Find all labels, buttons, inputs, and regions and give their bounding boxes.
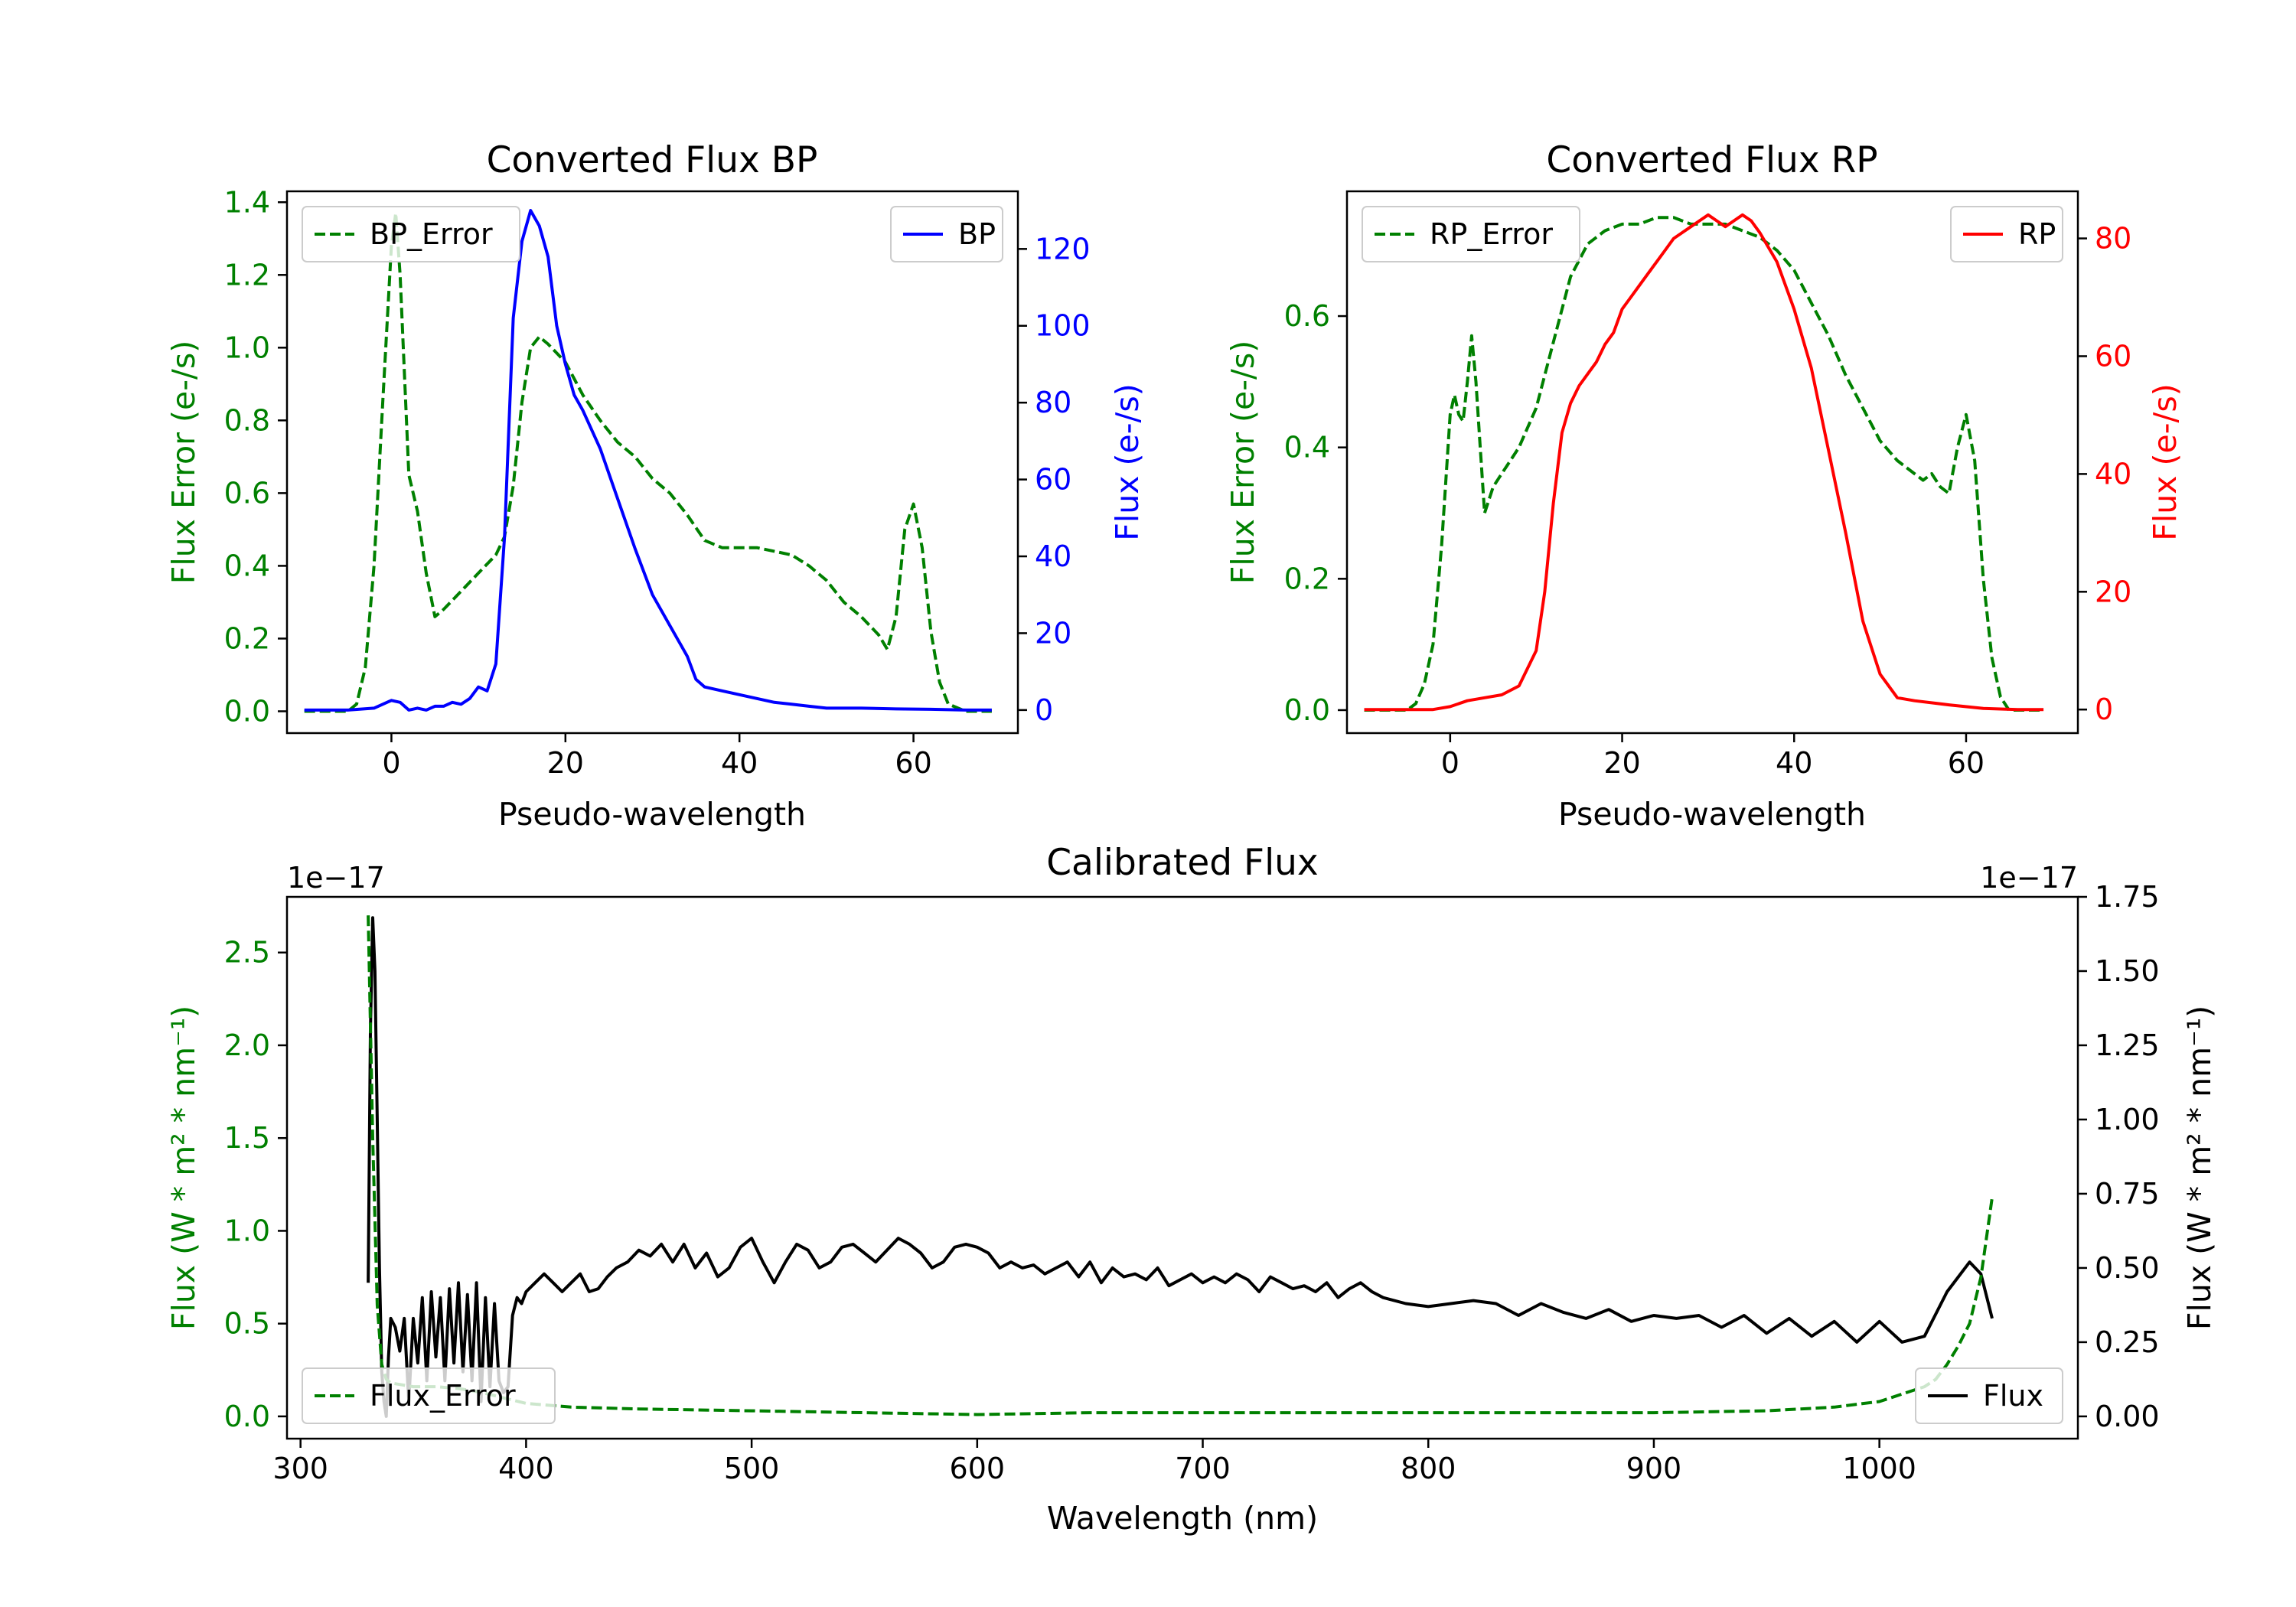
cal-right-y-tick-label: 0.75: [2095, 1177, 2160, 1211]
rp-left-y-tick-label: 0.4: [1284, 431, 1330, 464]
legend-box: [1915, 1367, 2063, 1424]
rp-right-y-tick-label: 80: [2095, 222, 2131, 256]
cal-x-tick-label: 600: [950, 1452, 1006, 1485]
cal-right-y-tick-label: 0.25: [2095, 1325, 2160, 1359]
legend-label: Flux: [1983, 1379, 2043, 1413]
rp-right-y-tick-label: 20: [2095, 575, 2131, 608]
bp-right-y-tick-label: 120: [1035, 232, 1091, 266]
rp-x-tick-label: 20: [1603, 746, 1640, 780]
bp-right-y-tick-label: 20: [1035, 616, 1071, 650]
bp-legend-bp: BP: [890, 206, 1003, 262]
rp-axes-frame: [1345, 190, 2079, 735]
cal-right-y-tick-label: 1.25: [2095, 1028, 2160, 1062]
legend-box: [302, 1367, 556, 1424]
bp-left-y-tick-label: 0.0: [224, 694, 270, 728]
bp-right-y-tick-label: 60: [1035, 463, 1071, 497]
cal-left-y-tick-label: 0.0: [224, 1400, 270, 1433]
rp-x-axis-label: Pseudo-wavelength: [1558, 796, 1866, 833]
bp-series-bp-error: [304, 211, 992, 713]
cal-x-tick-label: 500: [724, 1452, 780, 1485]
cal-x-tick-label: 300: [272, 1452, 328, 1485]
cal-x-tick-label: 900: [1626, 1452, 1682, 1485]
bp-left-y-tick-label: 0.2: [224, 621, 270, 655]
legend-box: [1950, 206, 2063, 262]
cal-left-y-tick-label: 0.5: [224, 1307, 270, 1341]
rp-left-y-tick-label: 0.2: [1284, 562, 1330, 595]
rp-legend-rp: RP: [1950, 206, 2063, 262]
calibrated-axes-frame: [285, 895, 2079, 1440]
rp-left-y-tick-label: 0.6: [1284, 299, 1330, 333]
bp-x-tick-label: 20: [547, 746, 584, 780]
cal-x-tick-label: 400: [498, 1452, 554, 1485]
rp-series-rp: [1364, 213, 2044, 712]
legend-box: [890, 206, 1003, 262]
bp-axes-frame: [285, 190, 1019, 735]
bp-left-y-tick-label: 1.4: [224, 185, 270, 219]
cal-legend-flux-error: Flux_Error: [302, 1367, 556, 1424]
cal-right-y-tick-label: 0.50: [2095, 1251, 2160, 1285]
calibrated-left-axis-label: Flux (W * m² * nm⁻¹): [165, 1006, 202, 1330]
bp-x-tick-label: 40: [721, 746, 758, 780]
rp-left-axis-label: Flux Error (e-/s): [1225, 341, 1261, 584]
bp-left-y-tick-label: 0.8: [224, 403, 270, 437]
calibrated-x-axis-label: Wavelength (nm): [1047, 1500, 1318, 1537]
calibrated-right-offset-label: 1e−17: [1980, 861, 2078, 895]
cal-right-y-tick-label: 1.75: [2095, 880, 2160, 914]
cal-x-tick-label: 1000: [1842, 1452, 1916, 1485]
legend-label: BP_Error: [370, 217, 493, 251]
cal-right-y-tick-label: 0.00: [2095, 1400, 2160, 1433]
legend-box: [1362, 206, 1580, 262]
bp-x-tick-label: 60: [895, 746, 931, 780]
cal-left-y-tick-label: 1.5: [224, 1121, 270, 1155]
legend-box: [302, 206, 520, 262]
cal-x-tick-label: 700: [1175, 1452, 1231, 1485]
rp-x-tick-label: 0: [1441, 746, 1459, 780]
legend-label: BP: [958, 217, 996, 251]
bp-right-y-tick-label: 80: [1035, 386, 1071, 419]
rp-series-rp-error: [1364, 216, 2044, 712]
cal-right-y-tick-label: 1.00: [2095, 1103, 2160, 1136]
bp-left-axis-label: Flux Error (e-/s): [165, 341, 202, 584]
bp-legend-bp-error: BP_Error: [302, 206, 520, 262]
legend-label: RP_Error: [1430, 217, 1553, 251]
bp-right-axis-label: Flux (e-/s): [1109, 383, 1146, 540]
legend-label: Flux_Error: [370, 1379, 516, 1413]
bp-right-y-tick-label: 100: [1035, 309, 1091, 343]
rp-right-axis-label: Flux (e-/s): [2147, 383, 2183, 540]
cal-legend-flux: Flux: [1915, 1367, 2063, 1424]
rp-title: Converted Flux RP: [1546, 139, 1877, 181]
calibrated-chart: 300 400 500 600 700 800 900 1000 0.0 0.5 1.0 1.5 2.0…: [165, 842, 2218, 1537]
rp-right-y-tick-label: 40: [2095, 457, 2131, 491]
rp-right-y-tick-label: 60: [2095, 339, 2131, 373]
bp-x-axis-label: Pseudo-wavelength: [498, 796, 806, 833]
rp-legend-rp-error: RP_Error: [1362, 206, 1580, 262]
calibrated-right-axis-label: Flux (W * m² * nm⁻¹): [2181, 1006, 2218, 1330]
cal-x-tick-label: 800: [1401, 1452, 1456, 1485]
cal-left-y-tick-label: 2.0: [224, 1028, 270, 1062]
rp-x-tick-label: 60: [1948, 746, 1985, 780]
bp-left-y-tick-label: 0.6: [224, 476, 270, 510]
cal-series-flux: [367, 916, 1994, 1418]
bp-title: Converted Flux BP: [487, 139, 818, 181]
cal-left-y-tick-label: 2.5: [224, 936, 270, 970]
bp-right-y-tick-label: 0: [1035, 693, 1053, 727]
rp-right-y-tick-label: 0: [2095, 693, 2113, 726]
bp-x-tick-label: 0: [382, 746, 400, 780]
calibrated-title: Calibrated Flux: [1046, 842, 1319, 884]
rp-chart: 0 20 40 60 0.0 0.2 0.4 0.6 0 20 40 60 80 Converted F…: [1225, 139, 2183, 833]
rp-left-y-tick-label: 0.0: [1284, 693, 1330, 727]
cal-right-y-tick-label: 1.50: [2095, 954, 2160, 988]
bp-right-y-tick-label: 40: [1035, 539, 1071, 573]
bp-left-y-tick-label: 1.0: [224, 331, 270, 364]
calibrated-left-offset-label: 1e−17: [287, 861, 385, 895]
bp-series-bp: [304, 209, 992, 712]
cal-left-y-tick-label: 1.0: [224, 1214, 270, 1247]
bp-chart: 0 20 40 60 0.0 0.2 0.4 0.6 0.8 1.0 1.2 1.4 0 20 40 60 80…: [165, 139, 1146, 833]
legend-label: RP: [2018, 217, 2056, 251]
bp-left-y-tick-label: 0.4: [224, 549, 270, 582]
rp-x-tick-label: 40: [1776, 746, 1812, 780]
bp-left-y-tick-label: 1.2: [224, 258, 270, 292]
